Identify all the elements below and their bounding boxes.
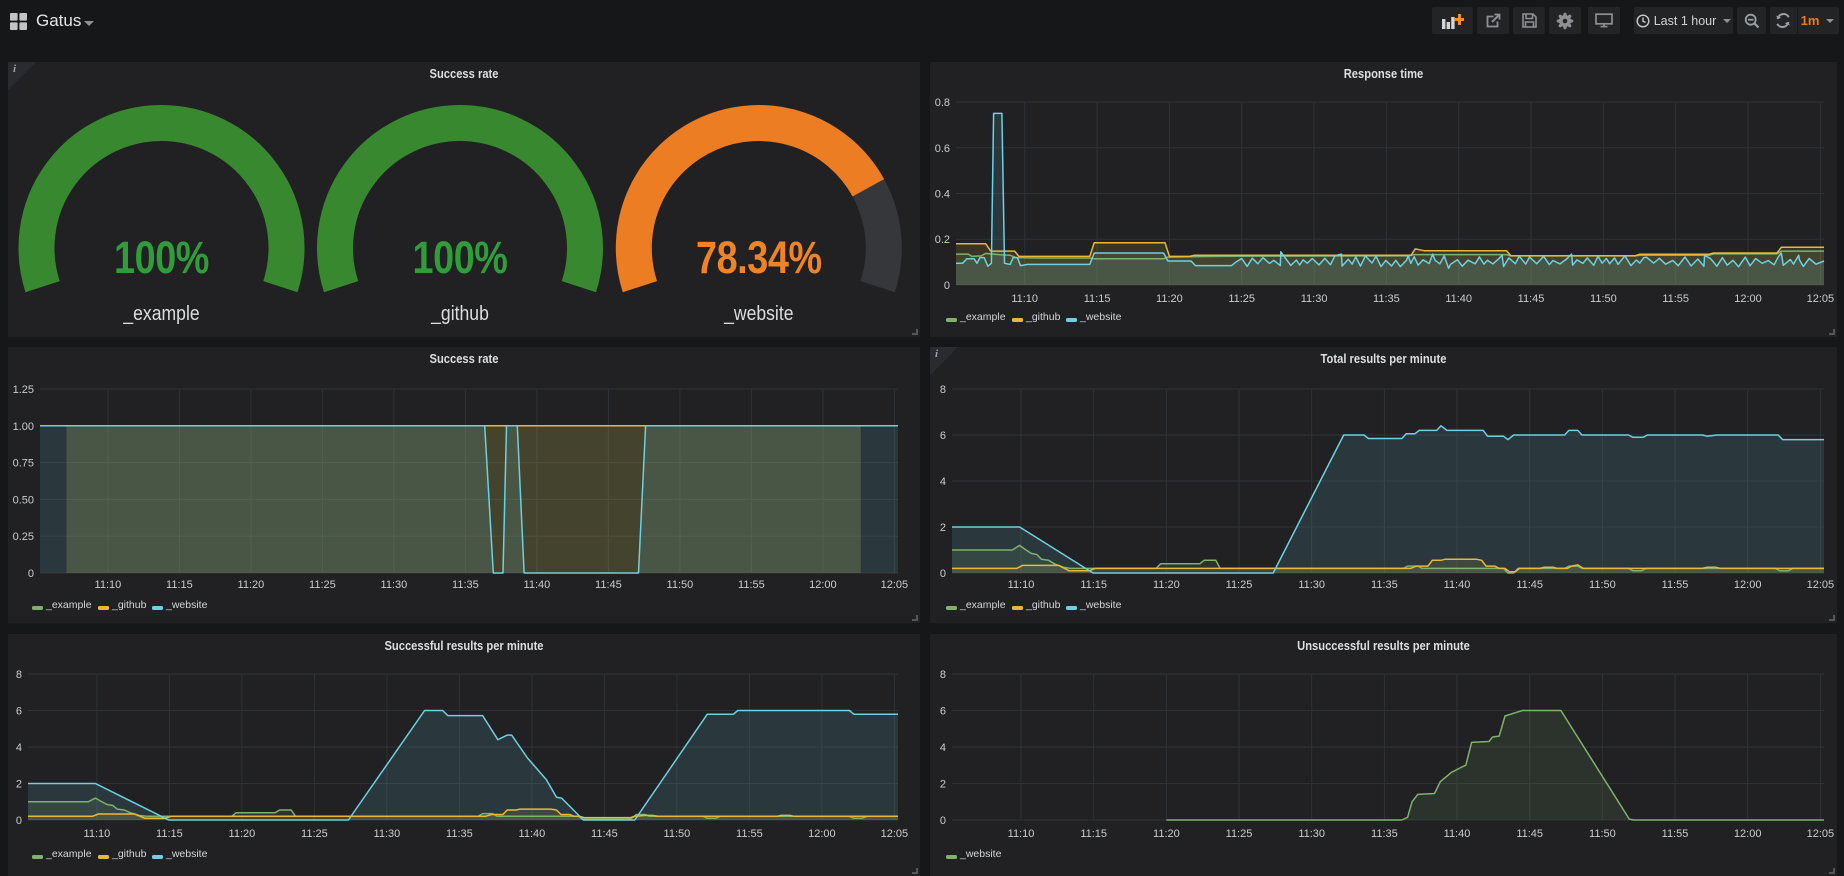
svg-text:8: 8 — [940, 384, 946, 396]
svg-text:2: 2 — [940, 522, 946, 534]
svg-text:12:05: 12:05 — [881, 579, 909, 591]
svg-text:11:50: 11:50 — [667, 579, 694, 591]
svg-text:11:25: 11:25 — [1226, 828, 1253, 840]
svg-text:11:30: 11:30 — [374, 828, 401, 840]
svg-text:11:45: 11:45 — [591, 828, 618, 840]
svg-text:11:10: 11:10 — [95, 579, 122, 591]
svg-text:0.50: 0.50 — [13, 494, 34, 506]
svg-text:11:25: 11:25 — [1228, 293, 1255, 305]
svg-text:11:35: 11:35 — [1373, 293, 1400, 305]
svg-text:0.25: 0.25 — [13, 531, 34, 543]
svg-text:0.8: 0.8 — [935, 97, 950, 109]
svg-text:11:15: 11:15 — [1080, 828, 1107, 840]
svg-text:11:15: 11:15 — [1084, 293, 1111, 305]
svg-text:11:50: 11:50 — [1589, 579, 1616, 591]
svg-text:11:15: 11:15 — [1080, 579, 1107, 591]
svg-text:12:00: 12:00 — [1734, 293, 1762, 305]
svg-text:11:30: 11:30 — [381, 579, 408, 591]
svg-text:4: 4 — [16, 742, 22, 754]
svg-text:11:30: 11:30 — [1298, 828, 1325, 840]
svg-text:11:45: 11:45 — [1518, 293, 1545, 305]
svg-text:6: 6 — [940, 430, 946, 442]
svg-text:12:05: 12:05 — [1807, 293, 1835, 305]
svg-text:11:45: 11:45 — [1516, 579, 1543, 591]
svg-text:11:15: 11:15 — [166, 579, 193, 591]
svg-text:11:25: 11:25 — [309, 579, 336, 591]
svg-text:12:00: 12:00 — [1734, 828, 1762, 840]
svg-text:11:35: 11:35 — [1371, 828, 1398, 840]
svg-text:11:50: 11:50 — [1590, 293, 1617, 305]
svg-text:12:05: 12:05 — [1807, 579, 1835, 591]
svg-text:12:05: 12:05 — [881, 828, 909, 840]
svg-text:11:50: 11:50 — [664, 828, 691, 840]
svg-text:11:55: 11:55 — [1662, 579, 1689, 591]
svg-text:11:10: 11:10 — [84, 828, 111, 840]
svg-text:11:15: 11:15 — [156, 828, 183, 840]
svg-text:11:20: 11:20 — [229, 828, 256, 840]
svg-text:12:00: 12:00 — [808, 828, 836, 840]
svg-text:100%: 100% — [114, 232, 209, 283]
svg-text:2: 2 — [940, 779, 946, 791]
svg-text:11:10: 11:10 — [1011, 293, 1038, 305]
svg-text:11:55: 11:55 — [736, 828, 763, 840]
svg-text:11:45: 11:45 — [595, 579, 622, 591]
svg-text:6: 6 — [16, 706, 22, 718]
svg-text:2: 2 — [16, 779, 22, 791]
svg-text:_github: _github — [430, 302, 489, 325]
svg-text:11:35: 11:35 — [446, 828, 473, 840]
svg-text:0.75: 0.75 — [13, 458, 34, 470]
svg-text:0.4: 0.4 — [935, 189, 950, 201]
svg-text:0: 0 — [940, 568, 946, 580]
svg-text:0: 0 — [28, 568, 34, 580]
svg-text:0.6: 0.6 — [935, 143, 950, 155]
svg-text:11:40: 11:40 — [519, 828, 546, 840]
svg-text:4: 4 — [940, 476, 946, 488]
svg-text:11:10: 11:10 — [1008, 579, 1035, 591]
svg-text:4: 4 — [940, 742, 946, 754]
svg-text:100%: 100% — [413, 232, 508, 283]
svg-text:11:30: 11:30 — [1301, 293, 1328, 305]
svg-text:11:55: 11:55 — [738, 579, 765, 591]
svg-text:11:40: 11:40 — [1444, 579, 1471, 591]
svg-text:0: 0 — [944, 280, 950, 292]
svg-text:_example: _example — [122, 302, 199, 325]
svg-text:8: 8 — [16, 669, 22, 681]
svg-text:11:50: 11:50 — [1589, 828, 1616, 840]
svg-text:12:00: 12:00 — [1734, 579, 1762, 591]
svg-text:11:40: 11:40 — [1444, 828, 1471, 840]
svg-text:11:25: 11:25 — [1226, 579, 1253, 591]
svg-text:0.2: 0.2 — [935, 234, 950, 246]
svg-text:78.34%: 78.34% — [696, 232, 822, 283]
svg-text:11:40: 11:40 — [524, 579, 551, 591]
svg-text:11:45: 11:45 — [1516, 828, 1543, 840]
svg-text:11:40: 11:40 — [1445, 293, 1472, 305]
svg-text:11:10: 11:10 — [1008, 828, 1035, 840]
svg-text:11:20: 11:20 — [238, 579, 265, 591]
svg-text:0: 0 — [940, 815, 946, 827]
svg-text:11:55: 11:55 — [1662, 828, 1689, 840]
svg-text:0: 0 — [16, 815, 22, 827]
svg-text:11:30: 11:30 — [1298, 579, 1325, 591]
svg-text:11:20: 11:20 — [1153, 579, 1180, 591]
svg-text:11:20: 11:20 — [1156, 293, 1183, 305]
svg-text:11:25: 11:25 — [301, 828, 328, 840]
svg-text:11:55: 11:55 — [1662, 293, 1689, 305]
svg-text:8: 8 — [940, 669, 946, 681]
svg-text:12:00: 12:00 — [809, 579, 837, 591]
svg-text:1.00: 1.00 — [13, 421, 34, 433]
svg-text:12:05: 12:05 — [1807, 828, 1835, 840]
svg-text:11:35: 11:35 — [452, 579, 479, 591]
svg-text:6: 6 — [940, 706, 946, 718]
svg-text:11:35: 11:35 — [1371, 579, 1398, 591]
svg-text:_website: _website — [723, 302, 793, 325]
svg-text:1.25: 1.25 — [13, 384, 34, 396]
svg-text:11:20: 11:20 — [1153, 828, 1180, 840]
